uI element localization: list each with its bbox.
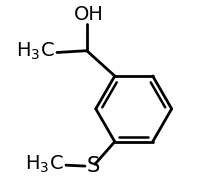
Text: S: S [86, 156, 100, 176]
Text: H$_3$C: H$_3$C [16, 41, 54, 62]
Text: H$_3$C: H$_3$C [25, 154, 63, 175]
Text: OH: OH [74, 5, 103, 24]
